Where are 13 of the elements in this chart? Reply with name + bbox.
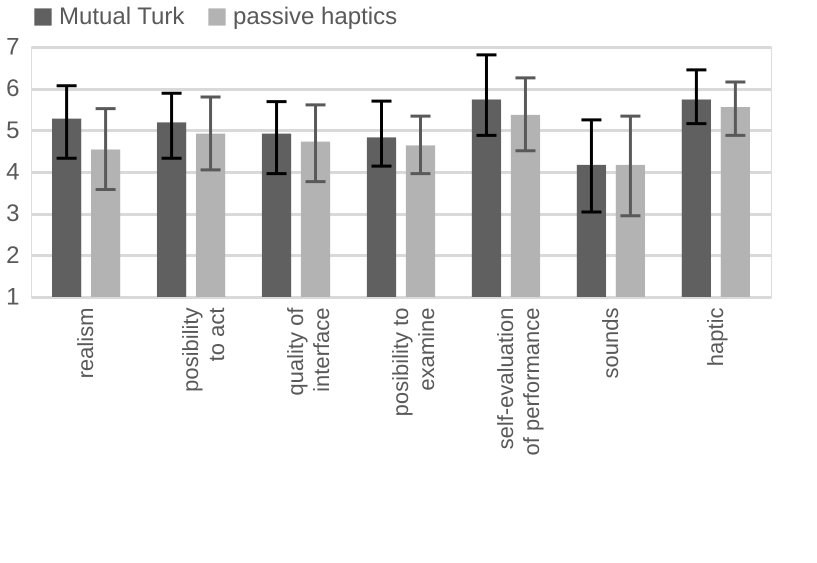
x-tick-label: posibility to act (178, 308, 230, 392)
legend-label: Mutual Turk (59, 3, 186, 30)
y-tick-label: 1 (6, 284, 20, 310)
legend-label: passive haptics (233, 3, 398, 30)
x-tick-label: sounds (598, 308, 623, 378)
y-tick-label: 4 (6, 158, 20, 186)
y-tick-label: 6 (6, 75, 20, 102)
y-tick-label: 3 (6, 200, 20, 228)
x-tick-label: realism (73, 308, 98, 378)
x-tick-label: haptic (702, 308, 728, 366)
y-tick-label: 2 (6, 242, 20, 269)
y-tick-label: 7 (6, 34, 20, 60)
y-tick-label: 5 (6, 116, 20, 144)
